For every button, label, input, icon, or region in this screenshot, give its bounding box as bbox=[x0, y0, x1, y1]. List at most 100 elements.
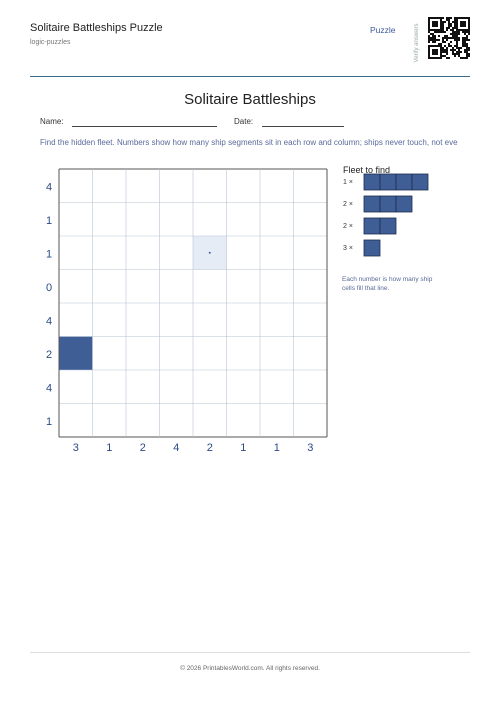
fleet-note: Each number is how many ship cells fill … bbox=[342, 276, 433, 292]
qr-module bbox=[462, 31, 464, 33]
qr-module bbox=[456, 45, 458, 47]
qr-module bbox=[452, 53, 454, 55]
qr-module bbox=[448, 25, 450, 27]
qr-module bbox=[432, 39, 434, 41]
footer-rule bbox=[30, 652, 470, 653]
qr-module bbox=[432, 41, 434, 43]
qr-module bbox=[444, 35, 446, 37]
qr-module bbox=[464, 57, 466, 59]
qr-module bbox=[468, 31, 470, 33]
row-clue: 4 bbox=[46, 181, 52, 193]
qr-module bbox=[446, 17, 448, 19]
qr-module bbox=[444, 51, 446, 53]
qr-module bbox=[434, 31, 436, 33]
qr-module bbox=[464, 31, 466, 33]
row-clue: 4 bbox=[46, 382, 52, 394]
qr-module bbox=[444, 37, 446, 39]
qr-module bbox=[452, 35, 454, 37]
qr-module bbox=[466, 51, 468, 53]
qr-module bbox=[446, 47, 448, 49]
qr-module bbox=[454, 39, 456, 41]
ship-segment bbox=[363, 195, 381, 213]
qr-module bbox=[442, 51, 444, 53]
qr-module bbox=[454, 45, 456, 47]
qr-module bbox=[444, 49, 446, 51]
qr-module bbox=[446, 49, 448, 51]
fleet-ship bbox=[363, 217, 397, 235]
qr-module bbox=[430, 33, 432, 35]
ship-segment bbox=[411, 173, 429, 191]
qr-module bbox=[432, 33, 434, 35]
qr-module bbox=[450, 49, 452, 51]
header-subtitle: logic-puzzles bbox=[30, 39, 71, 46]
qr-module bbox=[448, 19, 450, 21]
qr-module bbox=[454, 27, 456, 29]
qr-module bbox=[440, 43, 442, 45]
qr-module bbox=[468, 49, 470, 51]
qr-module bbox=[452, 31, 454, 33]
qr-module bbox=[466, 49, 468, 51]
qr-module bbox=[452, 33, 454, 35]
ship-segment bbox=[379, 173, 397, 191]
qr-module bbox=[460, 47, 462, 49]
qr-module bbox=[468, 53, 470, 55]
qr-module bbox=[464, 37, 466, 39]
qr-module bbox=[466, 47, 468, 49]
qr-finder bbox=[428, 45, 442, 59]
qr-module bbox=[454, 17, 456, 19]
qr-finder bbox=[428, 17, 442, 31]
qr-module bbox=[462, 57, 464, 59]
qr-module bbox=[442, 39, 444, 41]
qr-module bbox=[450, 33, 452, 35]
qr-finder bbox=[432, 49, 438, 55]
qr-module bbox=[458, 39, 460, 41]
qr-module bbox=[430, 39, 432, 41]
row-clue: 0 bbox=[46, 282, 52, 294]
qr-module bbox=[456, 43, 458, 45]
fleet-title: Fleet to find bbox=[343, 165, 391, 175]
qr-module bbox=[442, 29, 444, 31]
qr-module bbox=[446, 19, 448, 21]
fleet-ship bbox=[363, 195, 413, 213]
qr-module bbox=[442, 23, 444, 25]
qr-module bbox=[454, 23, 456, 25]
puzzle-title: Solitaire Battleships bbox=[184, 91, 316, 108]
qr-module bbox=[464, 41, 466, 43]
qr-module bbox=[456, 41, 458, 43]
qr-module bbox=[428, 41, 430, 43]
qr-module bbox=[462, 45, 464, 47]
fleet-ship bbox=[363, 239, 381, 257]
qr-module bbox=[450, 37, 452, 39]
ship-segment bbox=[395, 173, 413, 191]
qr-module bbox=[434, 37, 436, 39]
qr-module bbox=[428, 39, 430, 41]
qr-module bbox=[438, 31, 440, 33]
qr-finder bbox=[460, 21, 466, 27]
qr-module bbox=[444, 31, 446, 33]
qr-module bbox=[450, 23, 452, 25]
qr-module bbox=[446, 51, 448, 53]
qr-module bbox=[446, 27, 448, 29]
qr-finder bbox=[432, 21, 438, 27]
qr-module bbox=[436, 31, 438, 33]
qr-module bbox=[434, 39, 436, 41]
qr-module bbox=[464, 43, 466, 45]
qr-module bbox=[460, 51, 462, 53]
row-clue: 1 bbox=[46, 215, 52, 227]
qr-module bbox=[466, 35, 468, 37]
row-clue: 1 bbox=[46, 248, 52, 260]
ship-segment bbox=[395, 195, 413, 213]
qr-module bbox=[454, 53, 456, 55]
qr-module bbox=[446, 39, 448, 41]
row-clue: 1 bbox=[46, 416, 52, 428]
qr-module bbox=[464, 45, 466, 47]
footer-text: © 2026 PrintablesWorld.com. All rights r… bbox=[180, 665, 320, 672]
qr-module bbox=[462, 37, 464, 39]
qr-module bbox=[452, 27, 454, 29]
qr-module bbox=[460, 57, 462, 59]
fleet-count: 1 × bbox=[343, 179, 353, 186]
qr-module bbox=[462, 43, 464, 45]
qr-module bbox=[442, 37, 444, 39]
qr-module bbox=[444, 45, 446, 47]
qr-module bbox=[444, 21, 446, 23]
